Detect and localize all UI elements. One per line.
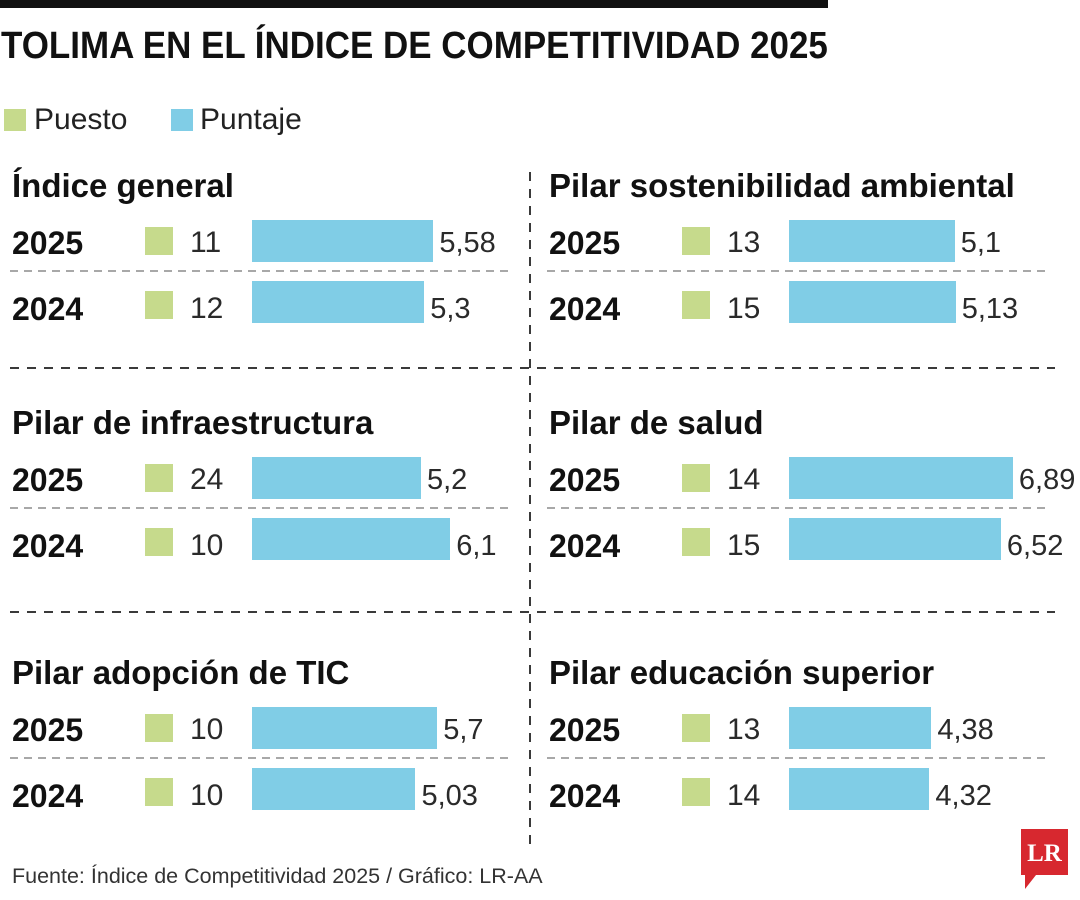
year-label: 2025 (549, 225, 621, 261)
chart-panel: Pilar educación superior 2025 13 4,38 2024 14… (547, 653, 1054, 814)
puntaje-bar (252, 220, 434, 262)
year-label: 2025 (549, 462, 621, 498)
puntaje-bar (789, 768, 930, 810)
year-label: 2024 (12, 778, 84, 814)
row-separator (547, 757, 1049, 759)
puesto-swatch (682, 778, 710, 806)
year-label: 2025 (12, 712, 84, 748)
puesto-value: 14 (727, 463, 761, 496)
year-label: 2024 (12, 528, 84, 564)
puntaje-bar (789, 220, 955, 262)
puntaje-value-label: 6,52 (1006, 530, 1064, 562)
puntaje-value-label: 6,89 (1018, 464, 1076, 496)
puesto-swatch (145, 528, 173, 556)
puntaje-bar (252, 768, 416, 810)
chart-title: TOLIMA EN EL ÍNDICE DE COMPETITIVIDAD 20… (1, 25, 828, 67)
panel-title: Pilar de infraestructura (12, 404, 374, 441)
chart-panel: Índice general 2025 11 5,58 2024 12 5,3 (10, 166, 517, 327)
puntaje-bar (252, 457, 421, 499)
chart-panel: Pilar sostenibilidad ambiental 2025 13 5,1 2… (547, 166, 1054, 327)
logo-text: LR (1027, 840, 1063, 867)
chart-panel: Pilar de infraestructura 2025 24 5,2 2024 10 6… (10, 403, 517, 564)
chart-panel: Pilar adopción de TIC 2025 10 5,7 2024 10 5,03 (10, 653, 517, 814)
year-label: 2024 (12, 291, 84, 327)
puntaje-bar (252, 518, 451, 560)
header-rule (0, 0, 828, 8)
puesto-value: 15 (727, 529, 761, 562)
puntaje-value-label: 5,2 (427, 464, 468, 496)
puntaje-value-label: 5,13 (961, 293, 1019, 325)
panel-title: Pilar de salud (549, 404, 764, 441)
puesto-value: 10 (190, 529, 224, 562)
year-label: 2025 (12, 225, 84, 261)
divider-horizontal-2 (10, 611, 1055, 613)
legend-swatch-puntaje (171, 109, 193, 131)
puesto-value: 15 (727, 292, 761, 325)
puesto-value: 10 (190, 713, 224, 746)
puntaje-value-label: 4,32 (935, 780, 992, 812)
divider-vertical (529, 172, 531, 850)
logo-tag-shape (1021, 829, 1068, 889)
puesto-value: 12 (190, 292, 224, 325)
panel-title: Pilar educación superior (549, 654, 935, 691)
puesto-value: 13 (727, 713, 761, 746)
legend-label-puntaje: Puntaje (200, 103, 302, 136)
chart-panel: Pilar de salud 2025 14 6,89 2024 15 6,52 (547, 403, 1075, 564)
row-separator (547, 507, 1049, 509)
puntaje-value-label: 6,1 (456, 530, 497, 562)
legend-label-puesto: Puesto (34, 103, 128, 136)
puntaje-value-label: 5,7 (443, 714, 484, 746)
puntaje-value-label: 5,1 (960, 227, 1002, 259)
puntaje-bar (252, 707, 438, 749)
puntaje-bar (789, 281, 956, 323)
puntaje-bar (789, 707, 932, 749)
row-separator (547, 270, 1049, 272)
puesto-value: 10 (190, 779, 224, 812)
year-label: 2024 (549, 778, 621, 814)
puntaje-value-label: 5,58 (439, 227, 496, 259)
puesto-swatch (145, 464, 173, 492)
puesto-swatch (145, 291, 173, 319)
puesto-swatch (145, 714, 173, 742)
year-label: 2025 (12, 462, 84, 498)
row-separator (10, 507, 512, 509)
puesto-swatch (682, 464, 710, 492)
puesto-swatch (145, 227, 173, 255)
source-note: Fuente: Índice de Competitividad 2025 / … (12, 864, 543, 888)
puesto-value: 14 (727, 779, 761, 812)
row-separator (10, 270, 512, 272)
puntaje-value-label: 5,03 (421, 780, 478, 812)
puesto-value: 24 (190, 463, 224, 496)
panel-title: Pilar adopción de TIC (12, 654, 350, 691)
row-separator (10, 757, 512, 759)
puntaje-bar (789, 457, 1013, 499)
year-label: 2024 (549, 291, 621, 327)
puesto-swatch (682, 291, 710, 319)
puesto-value: 13 (727, 226, 761, 259)
panel-title: Índice general (12, 167, 234, 204)
puesto-swatch (682, 714, 710, 742)
legend-swatch-puesto (4, 109, 26, 131)
puesto-swatch (145, 778, 173, 806)
lr-logo: LR (1021, 829, 1068, 889)
puesto-value: 11 (190, 226, 222, 259)
panel-title: Pilar sostenibilidad ambiental (549, 167, 1015, 204)
puntaje-bar (789, 518, 1001, 560)
divider-horizontal-1 (10, 367, 1055, 369)
year-label: 2024 (549, 528, 621, 564)
puntaje-value-label: 4,38 (937, 714, 994, 746)
puesto-swatch (682, 227, 710, 255)
puntaje-bar (252, 281, 425, 323)
puesto-swatch (682, 528, 710, 556)
year-label: 2025 (549, 712, 621, 748)
puntaje-value-label: 5,3 (430, 293, 471, 325)
